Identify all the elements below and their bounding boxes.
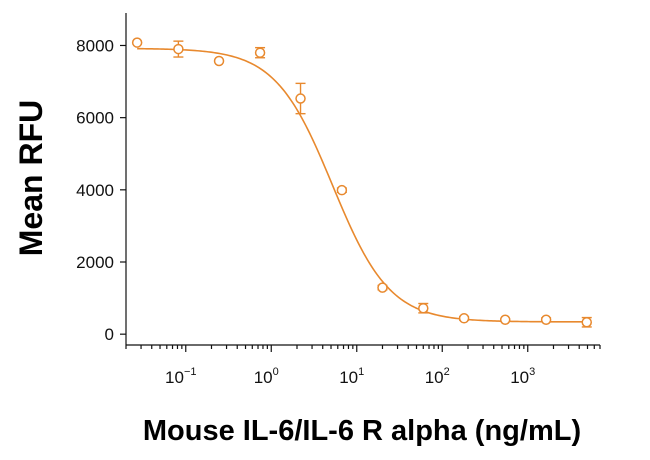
data-point xyxy=(581,316,593,328)
y-tick-label: 8000 xyxy=(76,36,114,55)
x-tick-base: 10 xyxy=(165,368,184,387)
data-point xyxy=(499,314,511,325)
x-tick-base: 10 xyxy=(425,368,444,387)
fit-curve xyxy=(137,47,587,323)
data-marker xyxy=(295,93,306,104)
data-marker xyxy=(131,37,143,48)
data-point xyxy=(458,313,470,324)
x-tick-base: 10 xyxy=(339,368,358,387)
y-ticks: 0 2000 4000 6000 8000 xyxy=(76,36,126,344)
axes xyxy=(125,13,600,346)
data-marker xyxy=(418,302,429,314)
data-point xyxy=(131,37,143,48)
data-points xyxy=(131,37,593,328)
x-tick-base: 10 xyxy=(254,368,273,387)
y-tick-label: 0 xyxy=(105,325,114,344)
x-tick-base: 10 xyxy=(510,368,529,387)
x-tick-exponent: 3 xyxy=(529,366,535,378)
data-marker xyxy=(458,313,470,324)
x-tick-exponent: 2 xyxy=(444,366,450,378)
y-tick-label: 6000 xyxy=(76,109,114,128)
data-point xyxy=(418,302,429,314)
data-marker xyxy=(377,282,388,293)
data-marker xyxy=(254,47,266,58)
x-tick-label: 10−1 xyxy=(165,366,196,387)
x-axis-title: Mouse IL-6/IL-6 R alpha (ng/mL) xyxy=(143,415,581,447)
y-axis-title: Mean RFU xyxy=(13,100,49,256)
data-point xyxy=(377,282,388,293)
data-point xyxy=(336,184,348,196)
data-point xyxy=(540,314,552,325)
data-point xyxy=(173,40,184,58)
data-marker xyxy=(213,55,225,67)
y-tick-label: 4000 xyxy=(76,181,114,200)
data-marker xyxy=(540,314,552,325)
x-tick-label: 102 xyxy=(425,366,450,387)
data-marker xyxy=(336,184,348,196)
x-ticks: 10−1 100 101 102 103 xyxy=(125,345,601,387)
data-marker xyxy=(173,43,184,55)
data-point xyxy=(295,82,306,115)
x-tick-label: 101 xyxy=(339,366,364,387)
data-marker xyxy=(499,314,511,325)
x-tick-label: 103 xyxy=(510,366,535,387)
x-tick-label: 100 xyxy=(254,366,279,387)
x-tick-exponent: 0 xyxy=(273,366,279,378)
x-tick-exponent: 1 xyxy=(358,366,364,378)
y-tick-label: 2000 xyxy=(76,253,114,272)
data-point xyxy=(213,55,225,67)
data-marker xyxy=(581,317,593,328)
data-point xyxy=(254,46,266,59)
x-tick-exponent: −1 xyxy=(184,366,197,378)
